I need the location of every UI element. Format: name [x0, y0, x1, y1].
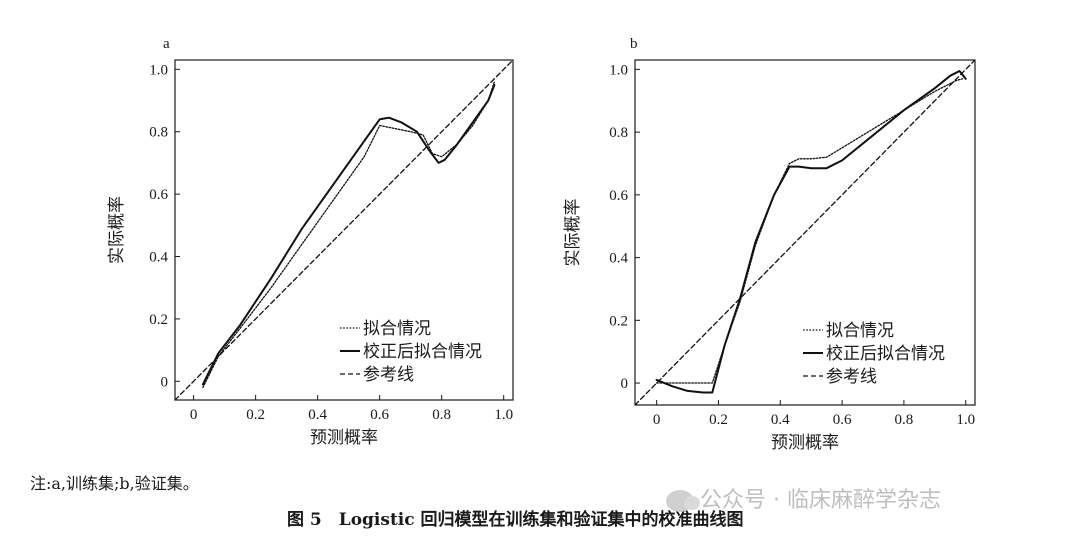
y-tick-label: 0.6: [609, 188, 628, 204]
x-tick-label: 0.4: [771, 412, 790, 428]
legend-entry: 参考线: [826, 367, 877, 387]
plot-frame: [174, 59, 514, 401]
x-tick-label: 1.0: [956, 412, 975, 428]
legend-entry: 校正后拟合情况: [826, 344, 945, 364]
x-axis-label: 预测概率: [771, 433, 839, 453]
watermark-text: 公众号 · 临床麻醉学杂志: [700, 488, 941, 513]
y-tick-label: 1.0: [609, 62, 628, 78]
x-tick-label: 0.2: [246, 407, 265, 423]
panel-label: a: [163, 36, 170, 52]
y-tick-label: 0.4: [149, 250, 168, 266]
panel-b-validation: 0 0.2 0.4 0.6 0.8 1.0 0 0.2 0.4 0.6 0.8 1.0 预测概率 实际概率…: [563, 36, 976, 453]
y-tick-label: 0: [161, 374, 169, 390]
x-tick-label: 0.8: [895, 412, 914, 428]
y-tick-label: 0.8: [149, 125, 168, 141]
figure-note: 注:a,训练集;b,验证集。: [30, 474, 199, 493]
x-tick-label: 1.0: [494, 407, 513, 423]
x-axis-label: 预测概率: [310, 428, 378, 448]
panel-a-training: 0 0.2 0.4 0.6 0.8 1.0 0 0.2 0.4 0.6 0.8 1.0 预测概率 实际概率…: [107, 36, 514, 448]
series-line-dotted: [655, 78, 964, 384]
wechat-icon: [666, 490, 700, 512]
x-tick-label: 0.6: [833, 412, 852, 428]
panel-label: b: [630, 36, 638, 52]
x-tick-label: 0: [190, 407, 198, 423]
series-group: [175, 60, 513, 400]
y-tick-label: 0.2: [149, 312, 168, 328]
legend-entry: 拟合情况: [363, 319, 431, 339]
series-group: [635, 60, 975, 405]
legend-entry: 参考线: [363, 365, 414, 385]
x-tick-label: 0.8: [432, 407, 451, 423]
figure-caption: 图 5 Logistic 回归模型在训练集和验证集中的校准曲线图: [287, 510, 744, 530]
series-line-solid: [655, 70, 967, 394]
x-tick-label: 0.2: [709, 412, 728, 428]
series-line-dashed: [635, 60, 975, 405]
y-tick-label: 0: [621, 376, 629, 392]
y-tick-label: 0.4: [609, 251, 628, 267]
series-line-solid: [201, 84, 496, 386]
y-tick-label: 0.8: [609, 125, 628, 141]
y-tick-label: 1.0: [149, 62, 168, 78]
x-tick-label: 0: [653, 412, 661, 428]
watermark: 公众号 · 临床麻醉学杂志: [666, 482, 941, 514]
x-tick-label: 0.4: [308, 407, 327, 423]
series-line-dashed: [175, 60, 513, 400]
legend-entry: 校正后拟合情况: [363, 342, 482, 362]
y-axis-label: 实际概率: [107, 196, 127, 264]
y-tick-label: 0.6: [149, 187, 168, 203]
legend-entry: 拟合情况: [826, 321, 894, 341]
plot-frame: [634, 59, 976, 406]
x-tick-label: 0.6: [370, 407, 389, 423]
y-axis-label: 实际概率: [563, 199, 583, 267]
y-tick-label: 0.2: [609, 313, 628, 329]
